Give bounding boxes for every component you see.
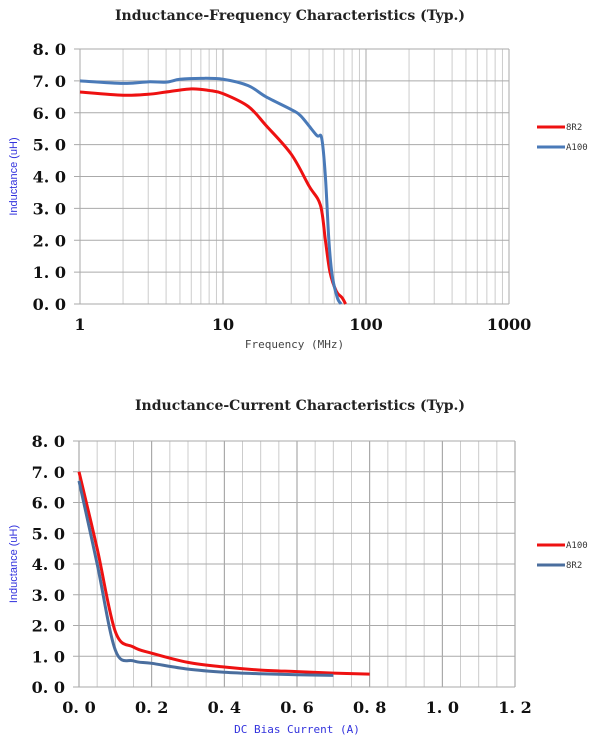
y-tick-label: 7. 0 xyxy=(33,72,66,91)
chart-2: Inductance-Current Characteristics (Typ.… xyxy=(8,398,588,736)
y-tick-label: 0. 0 xyxy=(32,678,65,697)
x-tick-label: 0. 0 xyxy=(62,698,95,717)
x-tick-label: 100 xyxy=(349,315,382,334)
y-tick-label: 8. 0 xyxy=(32,432,65,451)
legend-label: 8R2 xyxy=(566,123,582,133)
x-axis-label: Frequency (MHz) xyxy=(245,338,344,351)
x-axis-label: DC Bias Current (A) xyxy=(234,723,360,736)
y-tick-label: 6. 0 xyxy=(32,494,65,513)
y-tick-label: 3. 0 xyxy=(32,586,65,605)
y-tick-label: 5. 0 xyxy=(33,136,66,155)
chart-1: Inductance-Frequency Characteristics (Ty… xyxy=(8,8,588,351)
x-tick-label: 10 xyxy=(212,315,234,334)
y-tick-label: 2. 0 xyxy=(32,617,65,636)
series-line-8r2 xyxy=(77,480,334,677)
chart-title: Inductance-Current Characteristics (Typ.… xyxy=(135,398,465,414)
x-tick-label: 0. 4 xyxy=(208,698,241,717)
y-tick-label: 1. 0 xyxy=(33,263,66,282)
legend-label: A100 xyxy=(566,143,588,153)
y-axis-label: Inductance (uH) xyxy=(8,137,20,215)
x-tick-label: 0. 2 xyxy=(135,698,168,717)
y-tick-label: 4. 0 xyxy=(33,168,66,187)
x-tick-label: 1000 xyxy=(487,315,532,334)
y-tick-label: 2. 0 xyxy=(33,231,66,250)
y-tick-label: 6. 0 xyxy=(33,104,66,123)
chart-title: Inductance-Frequency Characteristics (Ty… xyxy=(115,8,465,24)
y-tick-label: 1. 0 xyxy=(32,647,65,666)
x-tick-label: 0. 8 xyxy=(353,698,386,717)
y-tick-label: 5. 0 xyxy=(32,524,65,543)
legend-label: 8R2 xyxy=(566,561,582,571)
x-tick-label: 1 xyxy=(74,315,85,334)
series-line-a100 xyxy=(79,76,343,305)
y-tick-label: 0. 0 xyxy=(33,295,66,314)
y-axis-label: Inductance (uH) xyxy=(8,525,20,603)
x-tick-label: 1. 2 xyxy=(498,698,531,717)
legend-label: A100 xyxy=(566,541,588,551)
y-tick-label: 7. 0 xyxy=(32,463,65,482)
x-tick-label: 0. 6 xyxy=(280,698,313,717)
y-tick-label: 8. 0 xyxy=(33,40,66,59)
x-tick-label: 1. 0 xyxy=(426,698,459,717)
series-line-a100 xyxy=(77,471,370,676)
y-tick-label: 4. 0 xyxy=(32,555,65,574)
y-tick-label: 3. 0 xyxy=(33,199,66,218)
